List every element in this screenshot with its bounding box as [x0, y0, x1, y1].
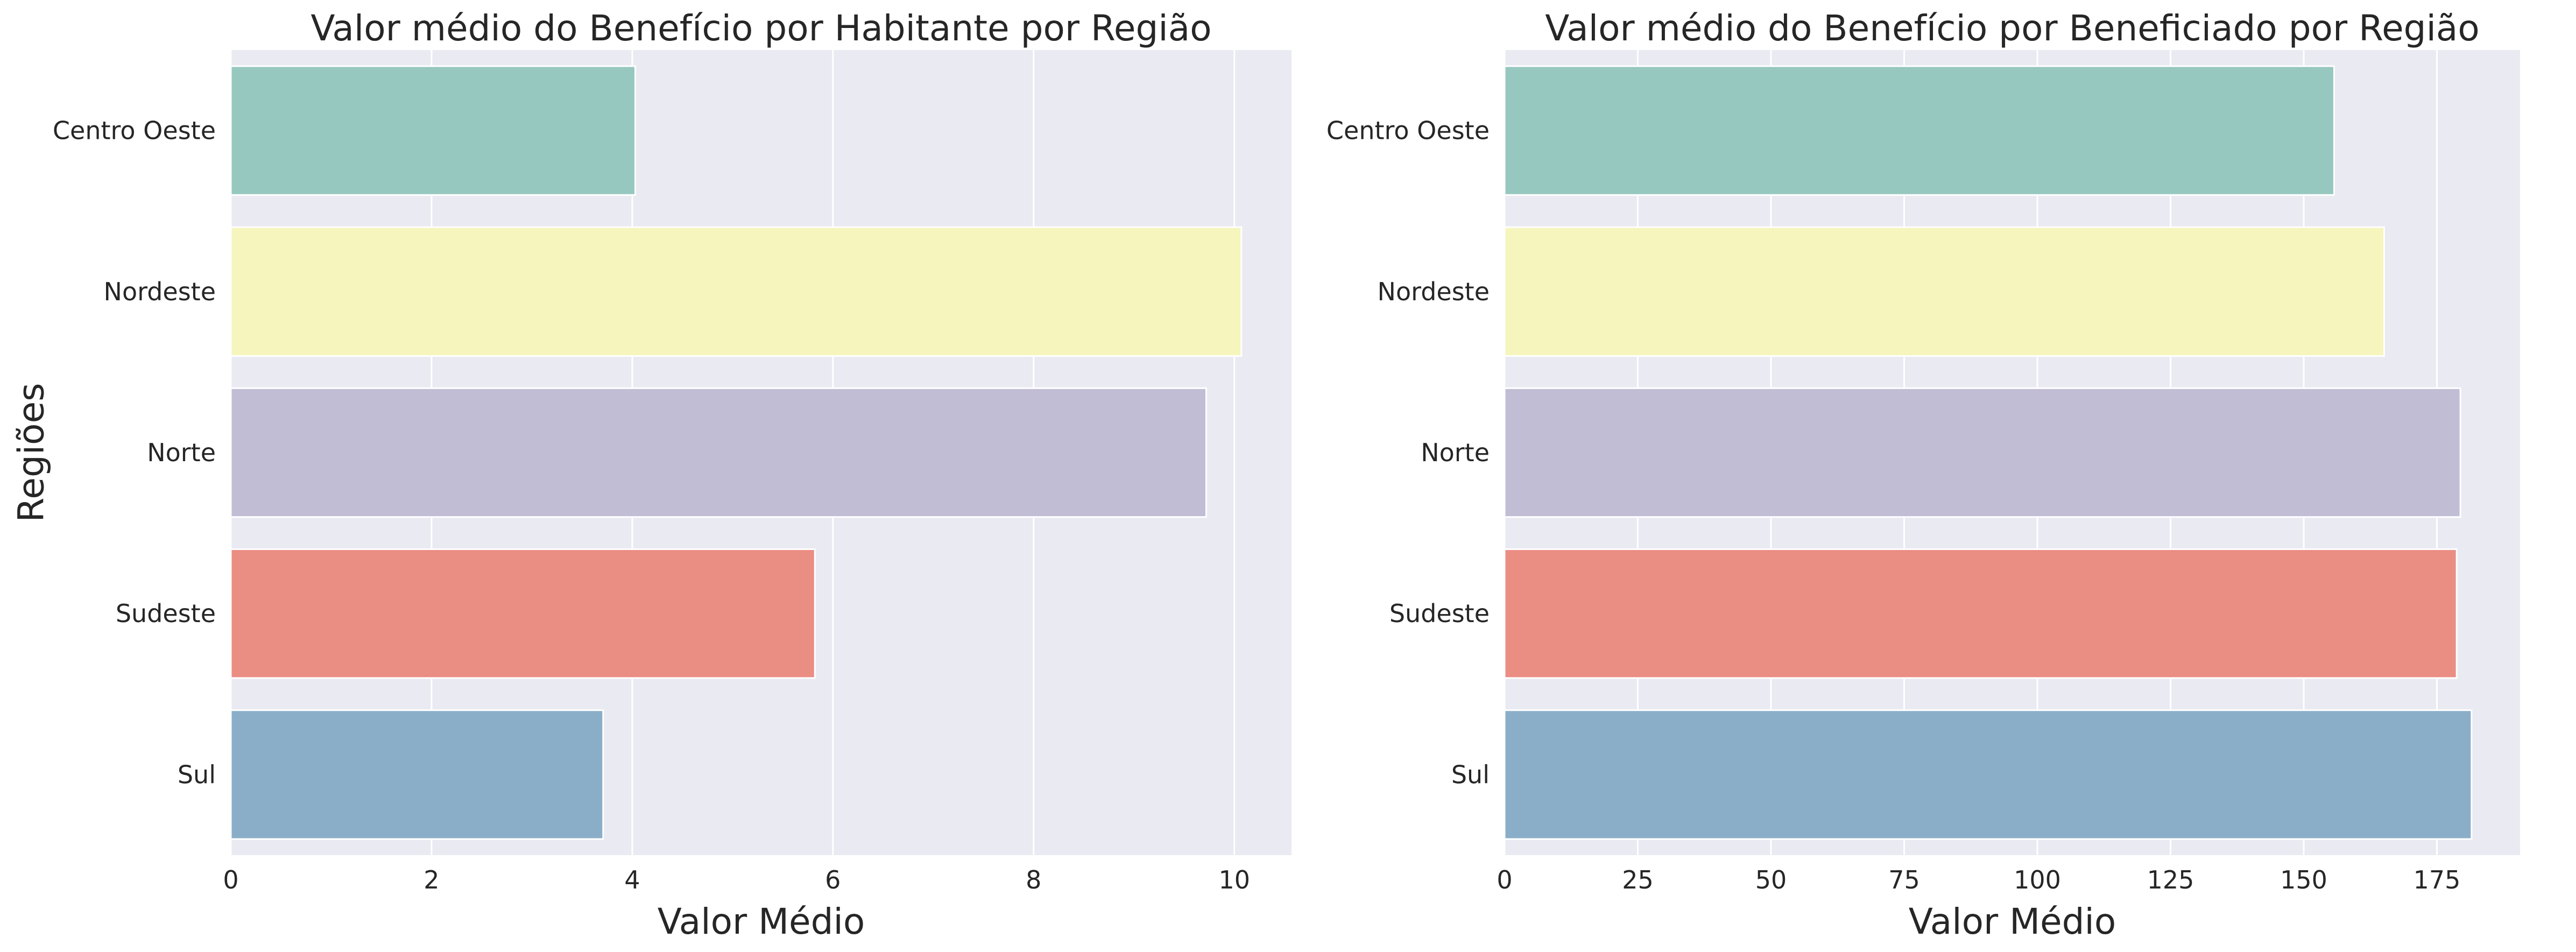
y-axis-label: Regiões — [11, 383, 52, 522]
x-tick-label: 125 — [2147, 865, 2194, 894]
bar-centro-oeste — [1504, 65, 2335, 196]
chart-title: Valor médio do Benefício por Habitante p… — [310, 8, 1211, 49]
bar-sudeste — [230, 548, 816, 679]
x-tick-label: 75 — [1888, 865, 1920, 894]
x-tick-label: 8 — [1026, 865, 1041, 894]
x-tick-label: 25 — [1622, 865, 1654, 894]
bar-sul — [230, 709, 604, 840]
y-tick-label: Sul — [1451, 760, 1490, 789]
x-tick-label: 4 — [624, 865, 640, 894]
x-tick-label: 150 — [2280, 865, 2327, 894]
y-tick-label: Norte — [1421, 438, 1490, 467]
chart-title: Valor médio do Benefício por Beneficiado… — [1545, 8, 2479, 49]
bar-sul — [1504, 709, 2473, 840]
bar-norte — [1504, 387, 2461, 518]
x-axis-label: Valor Médio — [1909, 901, 2116, 942]
bar-nordeste — [1504, 226, 2386, 357]
y-tick-label: Norte — [147, 438, 216, 467]
x-axis-label: Valor Médio — [658, 901, 865, 942]
x-tick-label: 10 — [1218, 865, 1250, 894]
y-tick-label: Sudeste — [116, 599, 216, 628]
y-tick-label: Centro Oeste — [53, 116, 216, 145]
x-tick-label: 175 — [2413, 865, 2461, 894]
bar-sudeste — [1504, 548, 2458, 679]
y-tick-label: Centro Oeste — [1326, 116, 1490, 145]
y-tick-label: Sudeste — [1389, 599, 1490, 628]
x-tick-label: 2 — [424, 865, 439, 894]
bar-centro-oeste — [230, 65, 636, 196]
x-tick-label: 0 — [223, 865, 238, 894]
bar-norte — [230, 387, 1207, 518]
x-tick-label: 6 — [825, 865, 841, 894]
chart-panel-2: Centro Oeste Nordeste Norte Sudeste Sul 0 25 50… — [1326, 8, 2520, 942]
bar-nordeste — [230, 226, 1243, 357]
x-tick-label: 100 — [2014, 865, 2061, 894]
chart-panel-1: Centro Oeste Nordeste Norte Sudeste Sul 0 2 4 6 8… — [11, 8, 1291, 942]
y-tick-label: Sul — [178, 760, 216, 789]
y-tick-label: Nordeste — [104, 277, 216, 306]
x-tick-label: 0 — [1497, 865, 1512, 894]
x-tick-label: 50 — [1755, 865, 1787, 894]
y-tick-label: Nordeste — [1378, 277, 1490, 306]
